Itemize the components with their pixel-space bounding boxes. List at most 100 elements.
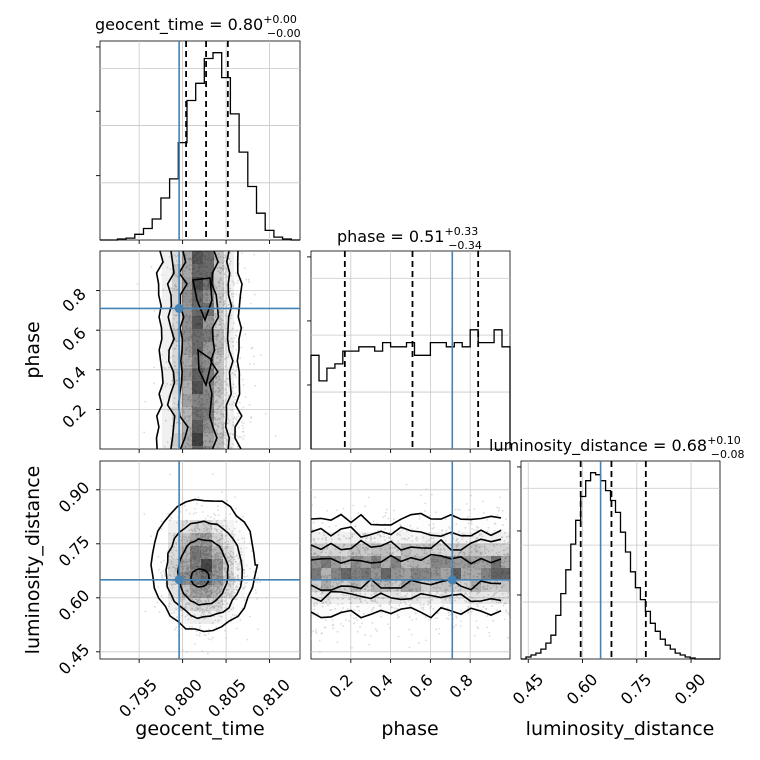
scatter-point: [202, 296, 205, 299]
contour-line: [155, 251, 164, 449]
scatter-point: [435, 594, 437, 596]
scatter-point: [426, 570, 429, 573]
scatter-point: [185, 267, 188, 269]
scatter-point: [475, 526, 478, 528]
scatter-point: [256, 581, 259, 584]
scatter-point: [212, 561, 215, 564]
scatter-point: [188, 353, 190, 356]
scatter-point: [483, 545, 486, 548]
scatter-point: [184, 565, 187, 567]
scatter-point: [205, 526, 208, 529]
scatter-point: [192, 576, 194, 579]
scatter-point: [334, 571, 337, 573]
scatter-point: [406, 560, 409, 563]
scatter-point: [231, 530, 234, 533]
density-cell: [214, 303, 224, 316]
scatter-point: [161, 576, 164, 579]
scatter-point: [398, 570, 401, 573]
scatter-point: [318, 639, 321, 642]
scatter-point: [245, 547, 248, 549]
scatter-point: [182, 393, 185, 395]
x-tick-geocent-0: 0.795: [115, 675, 161, 721]
scatter-point: [321, 538, 324, 540]
scatter-point: [169, 384, 172, 386]
scatter-point: [222, 567, 225, 569]
scatter-point: [497, 554, 499, 556]
scatter-point: [328, 526, 331, 528]
scatter-point: [482, 606, 485, 608]
scatter-point: [182, 295, 185, 298]
scatter-point: [220, 436, 223, 439]
scatter-point: [347, 552, 350, 554]
scatter-point: [332, 627, 334, 630]
scatter-point: [370, 535, 372, 538]
scatter-point: [445, 529, 448, 532]
scatter-point: [185, 651, 188, 653]
scatter-point: [222, 582, 225, 585]
scatter-point: [218, 572, 221, 575]
scatter-point: [228, 594, 231, 597]
scatter-point: [396, 608, 399, 610]
scatter-point: [430, 537, 433, 540]
scatter-point: [218, 365, 220, 368]
scatter-point: [218, 261, 221, 263]
scatter-point: [183, 333, 185, 335]
scatter-point: [243, 435, 245, 437]
scatter-point: [186, 385, 189, 388]
scatter-point: [224, 607, 227, 609]
scatter-point: [209, 299, 212, 301]
scatter-point: [403, 595, 406, 597]
scatter-point: [189, 355, 192, 358]
scatter-point: [205, 548, 208, 551]
scatter-point: [170, 560, 173, 563]
density-cell: [172, 290, 182, 303]
scatter-point: [204, 601, 207, 604]
scatter-point: [455, 539, 458, 542]
scatter-point: [477, 627, 480, 630]
scatter-point: [205, 321, 208, 323]
scatter-point: [219, 279, 222, 281]
scatter-point: [211, 403, 214, 405]
scatter-point: [196, 560, 198, 562]
scatter-point: [203, 618, 205, 620]
density-cell: [401, 568, 411, 580]
scatter-point: [222, 603, 225, 606]
contour-group: [311, 512, 502, 619]
scatter-point: [486, 530, 489, 533]
scatter-point: [222, 428, 225, 431]
scatter-point: [193, 558, 196, 561]
scatter-point: [470, 590, 473, 593]
density-cell: [401, 616, 411, 628]
scatter-point: [249, 302, 252, 305]
scatter-point: [218, 309, 221, 311]
scatter-point: [407, 537, 410, 539]
scatter-point: [215, 574, 218, 577]
scatter-point: [190, 292, 193, 295]
scatter-point: [245, 278, 248, 281]
scatter-point: [453, 565, 456, 567]
density-cell: [421, 556, 431, 568]
scatter-point: [228, 420, 231, 422]
scatter-point: [343, 535, 345, 537]
scatter-point: [418, 515, 421, 517]
scatter-point: [467, 522, 470, 525]
scatter-point: [457, 554, 460, 556]
scatter-point: [201, 546, 203, 548]
scatter-point: [399, 551, 402, 553]
scatter-point: [219, 552, 222, 554]
scatter-point: [199, 600, 202, 602]
scatter-point: [483, 549, 486, 552]
density-cell: [172, 329, 182, 342]
scatter-point: [198, 395, 201, 398]
scatter-point: [372, 588, 375, 590]
density-cell: [224, 355, 234, 368]
scatter-point: [457, 541, 460, 544]
scatter-point: [502, 562, 505, 564]
scatter-point: [311, 565, 313, 568]
scatter-point: [188, 375, 191, 378]
scatter-point: [213, 589, 216, 591]
scatter-point: [203, 546, 206, 549]
scatter-point: [427, 603, 429, 606]
scatter-point: [170, 549, 173, 552]
scatter-point: [433, 586, 435, 589]
